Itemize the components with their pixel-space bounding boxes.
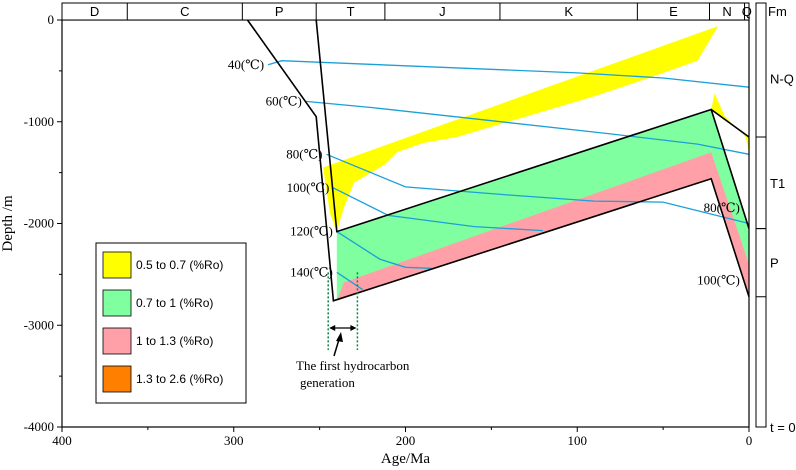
x-tick-label: 100 — [568, 433, 588, 448]
legend-swatch — [102, 365, 132, 393]
formation-label-p: P — [770, 256, 779, 271]
isotherm-80 — [326, 153, 750, 225]
annotation-span-arrow-left — [329, 325, 336, 331]
isotherm-label: 60(℃) — [266, 93, 302, 108]
formation-column: Fm N-Q T1 Pt = 0 — [755, 2, 796, 435]
legend-swatch — [102, 289, 132, 317]
maturity-zones — [323, 26, 749, 301]
axes: 400 300 200 100 0 0 -1000 -2000 -3000 -4000 Age/Ma… — [0, 12, 752, 467]
legend-swatch — [102, 327, 132, 355]
legend-label: 0.7 to 1 (%Ro) — [136, 296, 213, 310]
isotherm-40 — [267, 60, 750, 88]
isotherm-label: 140(℃) — [290, 264, 333, 279]
period-label-e: E — [669, 4, 678, 19]
period-bar-frame — [61, 2, 750, 21]
y-tick-label: -1000 — [24, 114, 54, 129]
y-tick-label: -2000 — [24, 216, 54, 231]
annotation-pointer-head — [336, 332, 343, 342]
isotherm-label: 100(℃) — [287, 180, 330, 195]
burial-lines — [246, 19, 750, 302]
isotherm-label-right: 100(℃) — [697, 272, 740, 287]
annotation: The first hydrocarbon generation — [296, 272, 410, 390]
x-tick-label: 300 — [224, 433, 244, 448]
isotherm-label: 80(℃) — [286, 146, 322, 161]
legend-swatch — [102, 251, 132, 279]
isotherm-120 — [336, 231, 432, 269]
y-tick-label: -3000 — [24, 317, 54, 332]
period-label-j: J — [439, 4, 446, 19]
formation-footer: t = 0 — [770, 420, 796, 435]
legend: 0.5 to 0.7 (%Ro) 0.7 to 1 (%Ro) 1 to 1.3 (… — [95, 242, 247, 404]
isotherm-label-right: 80(℃) — [704, 200, 740, 215]
y-tick-label: 0 — [48, 12, 55, 27]
annotation-text: The first hydrocarbon — [296, 358, 410, 373]
burial-line — [710, 108, 750, 138]
isotherm-100 — [333, 187, 543, 232]
isotherm-lines: 40(℃) 60(℃) 80(℃) 100(℃) 120(℃) 140(℃) 80(℃) 10… — [228, 57, 750, 291]
x-axis-title: Age/Ma — [381, 451, 430, 467]
isotherm-140 — [336, 271, 363, 291]
legend-label: 0.5 to 0.7 (%Ro) — [136, 258, 223, 272]
formation-label-n-q: N-Q — [770, 72, 794, 87]
annotation-span-arrow-right — [350, 325, 357, 331]
formation-label-t1: T1 — [770, 176, 785, 191]
period-label-p: P — [275, 4, 284, 19]
x-tick-label: 0 — [746, 433, 753, 448]
y-tick-label: -4000 — [24, 419, 54, 434]
x-tick-label: 400 — [52, 433, 72, 448]
y-axis-title: Depth /m — [0, 195, 16, 252]
period-label-c: C — [180, 4, 189, 19]
period-label-n: N — [722, 4, 731, 19]
legend-label: 1 to 1.3 (%Ro) — [136, 334, 213, 348]
period-label-q: Q — [742, 4, 752, 19]
period-label-d: D — [90, 4, 99, 19]
isotherm-label: 120(℃) — [290, 224, 333, 239]
period-label-t: T — [347, 4, 355, 19]
formation-column-frame — [755, 2, 767, 428]
formation-header: Fm — [768, 4, 787, 19]
burial-line — [246, 19, 750, 302]
annotation-text: generation — [300, 375, 355, 390]
zone-0-5-to-0-7-ro — [323, 26, 749, 232]
burial-line — [315, 19, 750, 233]
isotherm-label: 40(℃) — [228, 57, 264, 72]
period-label-k: K — [564, 4, 573, 19]
x-tick-label: 200 — [396, 433, 416, 448]
zone-1-to-1-3-ro — [336, 152, 749, 301]
isotherm-60 — [305, 100, 750, 155]
legend-label: 1.3 to 2.6 (%Ro) — [136, 372, 223, 386]
